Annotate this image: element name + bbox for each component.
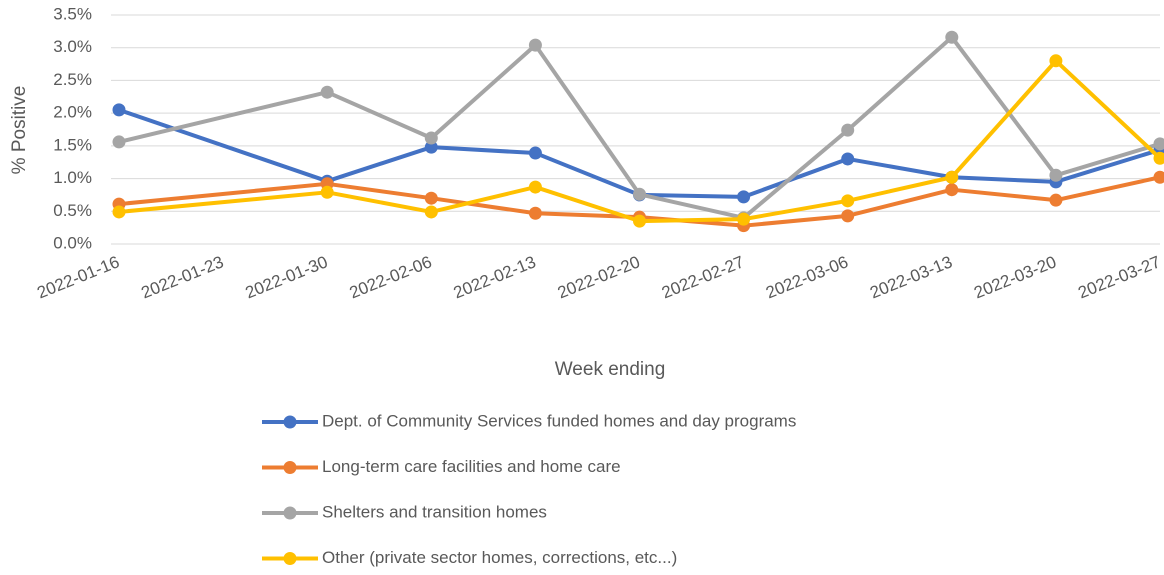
y-tick-label: 1.0% [53, 168, 92, 187]
point [1049, 168, 1063, 182]
legend-marker [283, 552, 297, 565]
series-line [118, 58, 1162, 224]
point [1153, 151, 1164, 165]
point [841, 194, 855, 208]
point [528, 180, 542, 194]
x-tick-label: 2022-02-20 [555, 252, 643, 302]
legend-marker [283, 506, 297, 520]
legend-marker [283, 415, 297, 429]
point [945, 170, 959, 184]
point [1049, 54, 1063, 68]
point [841, 123, 855, 137]
y-tick-label: 0.5% [53, 201, 92, 220]
point [633, 187, 646, 201]
point [424, 191, 438, 205]
x-tick-label: 2022-03-20 [971, 252, 1059, 302]
point [633, 214, 646, 228]
point [841, 209, 855, 223]
y-tick-label: 2.0% [53, 103, 92, 122]
point [424, 205, 438, 219]
x-tick-label: 2022-02-06 [347, 252, 435, 302]
point [424, 140, 438, 154]
legend-label: Dept. of Community Services funded homes… [322, 411, 796, 430]
point [528, 38, 542, 52]
point [737, 212, 751, 226]
x-tick-label: 2022-03-27 [1075, 252, 1163, 302]
x-axis-label: Week ending [555, 359, 666, 380]
point [112, 135, 126, 149]
point [1049, 193, 1063, 207]
x-tick-label: 2022-01-23 [139, 252, 227, 302]
point [1153, 137, 1164, 151]
point [528, 146, 542, 160]
x-tick-label: 2022-03-06 [763, 252, 851, 302]
x-tick-label: 2022-02-27 [659, 252, 747, 302]
point [112, 205, 126, 219]
point [945, 183, 959, 197]
point [424, 131, 438, 145]
legend-marker [283, 461, 297, 474]
legend-label: Other (private sector homes, corrections… [322, 548, 677, 567]
point [841, 152, 855, 166]
y-tick-label: 0.0% [53, 233, 92, 252]
legend-label: Long-term care facilities and home care [322, 457, 621, 476]
y-tick-label: 3.5% [53, 4, 92, 23]
x-tick-label: 2022-01-16 [34, 252, 122, 302]
y-tick-label: 3.0% [53, 37, 92, 56]
point [320, 185, 334, 199]
series-line [118, 107, 1161, 199]
legend-label: Shelters and transition homes [322, 502, 547, 521]
point [320, 85, 334, 99]
x-tick-label: 2022-02-13 [451, 252, 539, 302]
point [112, 103, 126, 117]
x-tick-label: 2022-03-13 [867, 252, 955, 302]
series-line [118, 35, 1161, 220]
point [945, 30, 959, 44]
y-tick-label: 1.5% [53, 135, 92, 154]
point [1153, 170, 1164, 184]
y-axis-label: % Positive [9, 86, 30, 175]
point [737, 190, 751, 204]
point [528, 206, 542, 220]
x-tick-label: 2022-01-30 [243, 252, 331, 302]
y-tick-label: 2.5% [53, 70, 92, 89]
